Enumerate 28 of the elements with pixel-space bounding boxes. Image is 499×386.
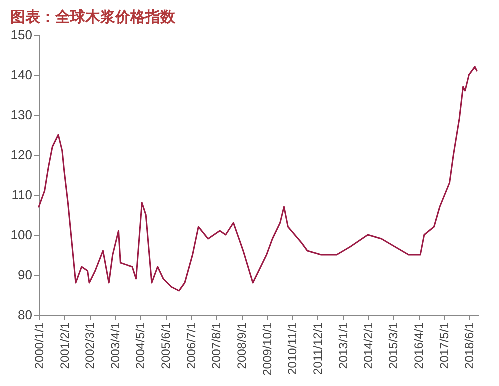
y-tick-label: 90 [18, 268, 32, 282]
chart-title: 图表：全球木浆价格指数 [10, 9, 176, 26]
x-tick-label: 2011/12/1 [310, 322, 325, 375]
x-tick-label: 2016/4/1 [412, 322, 426, 370]
x-tick-label: 2003/4/1 [108, 322, 122, 370]
y-tick-label: 140 [10, 68, 32, 82]
y-tick-label: 130 [10, 108, 32, 122]
x-tick-label: 2013/1/1 [336, 322, 350, 370]
x-tick-label: 2008/9/1 [235, 322, 250, 370]
y-tick-label: 80 [18, 308, 32, 322]
x-tick-label: 2002/3/1 [83, 322, 98, 370]
y-tick-label: 100 [10, 228, 32, 242]
x-tick-label: 2018/6/1 [462, 322, 477, 370]
x-tick-label: 2009/10/1 [260, 322, 274, 376]
x-tick-label: 2001/2/1 [58, 322, 72, 370]
y-tick-label: 110 [12, 188, 32, 202]
y-tick-label: 150 [10, 28, 32, 42]
x-tick-label: 2015/3/1 [386, 322, 401, 370]
y-tick-label: 120 [10, 148, 32, 162]
line-series [38, 66, 478, 292]
x-tick-label: 2006/7/1 [184, 322, 198, 370]
x-tick-label: 2007/8/1 [210, 322, 224, 370]
x-tick-label: 2010/11/1 [286, 322, 300, 375]
x-tick-label: 2000/1/1 [32, 322, 46, 370]
x-tick-label: 2014/2/1 [362, 322, 376, 370]
x-tick-label: 2017/5/1 [437, 322, 452, 370]
x-tick-label: 2004/5/1 [134, 322, 148, 370]
x-tick-label: 2005/6/1 [159, 322, 174, 370]
